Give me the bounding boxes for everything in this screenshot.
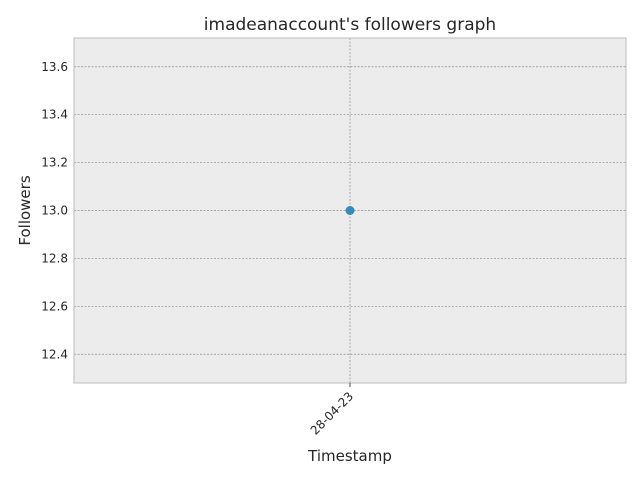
series-layer (345, 206, 355, 215)
y-tick-label: 12.4 (41, 347, 68, 361)
y-tick-label: 13.0 (41, 204, 68, 218)
y-tick-label: 12.8 (41, 251, 68, 265)
grid-lines (74, 38, 626, 383)
y-tick-label: 13.4 (41, 108, 68, 122)
data-point (345, 206, 355, 215)
x-tick-label: 28-04-23 (308, 389, 356, 437)
chart-title: imadeanaccount's followers graph (204, 15, 496, 35)
x-axis-label: Timestamp (307, 447, 392, 465)
x-axis-ticks: 28-04-23 (308, 383, 356, 438)
y-axis-label: Followers (16, 175, 34, 245)
y-axis-ticks: 12.4 12.6 12.8 13.0 13.2 13.4 13.6 (41, 60, 68, 362)
y-tick-label: 12.6 (41, 299, 68, 313)
y-tick-label: 13.2 (41, 156, 68, 170)
y-tick-label: 13.6 (41, 60, 68, 74)
